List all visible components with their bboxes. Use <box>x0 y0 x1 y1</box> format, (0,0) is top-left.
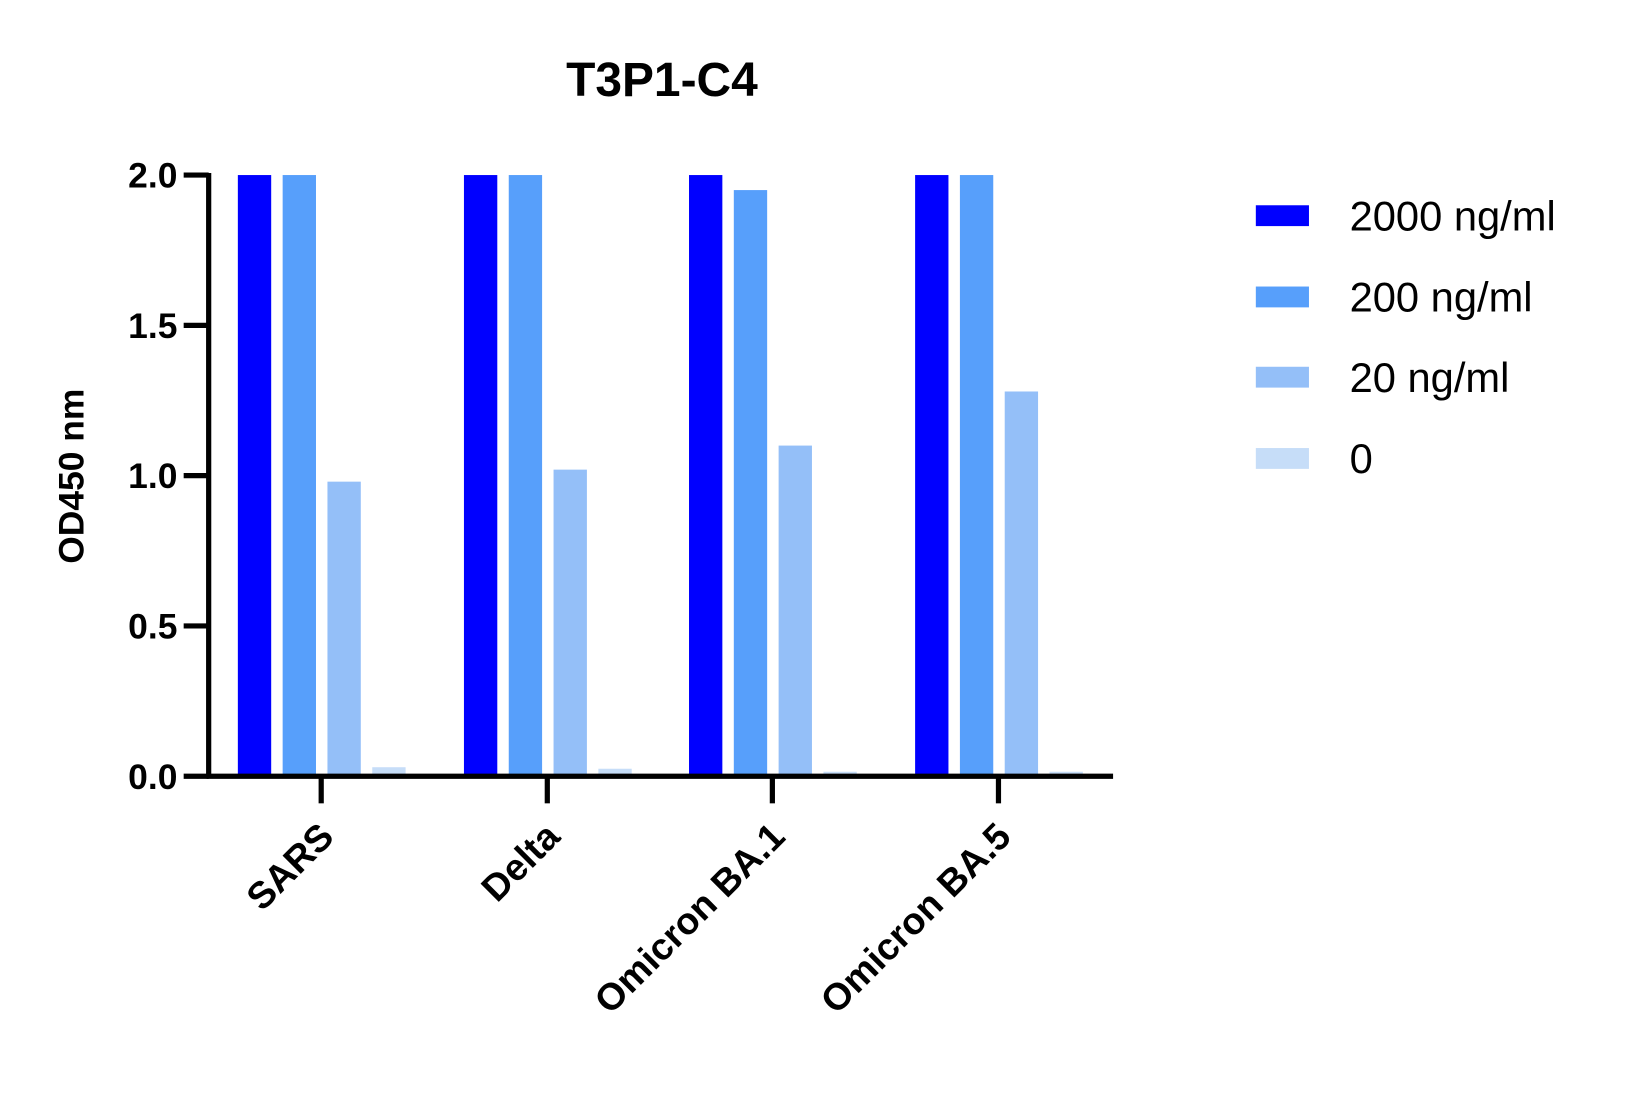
y-tick-label: 1.0 <box>128 456 177 496</box>
legend-label: 0 <box>1350 435 1373 482</box>
y-axis-label: OD450 nm <box>52 389 92 564</box>
legend-label: 20 ng/ml <box>1350 354 1510 401</box>
bar-omicron-ba-1-0 <box>689 175 723 777</box>
x-tick-label: Delta <box>473 814 568 909</box>
bar-sars-1 <box>282 175 316 777</box>
y-tick-label: 0.0 <box>128 757 177 797</box>
x-tick-label: Omicron BA.1 <box>586 815 793 1022</box>
legend-label: 200 ng/ml <box>1350 274 1533 321</box>
chart-title: T3P1-C4 <box>566 54 758 107</box>
bar-omicron-ba-5-2 <box>1004 391 1039 777</box>
legend-swatch <box>1255 448 1309 469</box>
bar-sars-3 <box>372 767 406 777</box>
bar-sars-2 <box>327 481 361 777</box>
y-tick-label: 2.0 <box>128 156 177 196</box>
legend-swatch <box>1255 366 1309 388</box>
bar-delta-3 <box>598 768 632 777</box>
legend-swatch <box>1255 205 1309 227</box>
bar-delta-2 <box>553 469 587 777</box>
y-tick-label: 1.5 <box>128 306 177 346</box>
bar-omicron-ba-5-0 <box>915 175 949 777</box>
bar-sars-0 <box>237 175 272 777</box>
x-tick-label: Omicron BA.5 <box>812 815 1019 1022</box>
bar-delta-1 <box>508 175 543 777</box>
legend-label: 2000 ng/ml <box>1350 192 1556 239</box>
x-tick-label: SARS <box>238 815 341 918</box>
legend-swatch <box>1255 286 1309 308</box>
bar-omicron-ba-1-1 <box>733 190 768 777</box>
bar-omicron-ba-5-1 <box>959 175 994 777</box>
y-tick-label: 0.5 <box>128 606 177 646</box>
bar-omicron-ba-1-2 <box>778 445 812 777</box>
bar-delta-0 <box>463 175 498 777</box>
